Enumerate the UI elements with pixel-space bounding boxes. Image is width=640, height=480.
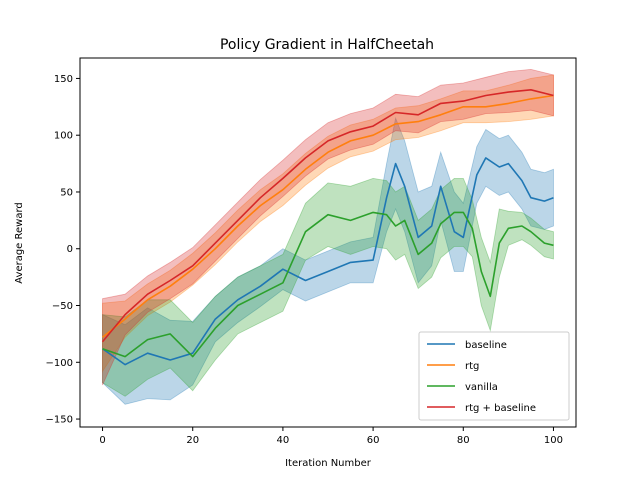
x-tick-label: 40 (277, 435, 290, 446)
axes-frame (79, 57, 577, 428)
legend-label-rtg: rtg (465, 361, 479, 372)
band-vanilla (102, 177, 554, 397)
x-tick-label: 60 (367, 435, 380, 446)
line-vanilla (102, 211, 554, 358)
band-rtg (102, 74, 554, 373)
legend-label-baseline: baseline (465, 340, 507, 351)
x-tick-label: 0 (99, 435, 105, 446)
line-rtg-baseline (101, 89, 554, 343)
band-baseline (102, 116, 554, 405)
x-axis: 0 20 40 60 80 100 (99, 427, 563, 446)
chart-title: Policy Gradient in HalfCheetah (220, 37, 434, 53)
y-tick-label: −50 (52, 301, 73, 312)
x-tick-label: 80 (457, 435, 470, 446)
line-baseline (102, 157, 554, 366)
y-tick-label: 100 (54, 131, 73, 142)
legend-label-vanilla: vanilla (465, 382, 498, 393)
y-axis: −150 −100 −50 0 50 100 150 (46, 74, 80, 426)
line-rtg (101, 94, 554, 338)
y-axis-label: Average Reward (14, 202, 25, 283)
legend-label-rtg-baseline: rtg + baseline (465, 403, 536, 414)
y-tick-label: −100 (46, 358, 73, 369)
band-rtg-baseline (102, 68, 554, 386)
x-axis-label: Iteration Number (285, 458, 372, 469)
series-lines (101, 89, 554, 366)
y-tick-label: 150 (54, 74, 73, 85)
legend: baseline rtg vanilla rtg + baseline (418, 331, 570, 421)
plot-area (101, 68, 554, 405)
y-tick-label: −150 (46, 415, 73, 426)
x-tick-label: 100 (544, 435, 563, 446)
y-tick-label: 0 (67, 244, 73, 255)
legend-box (418, 331, 570, 421)
confidence-bands (102, 68, 554, 405)
y-tick-label: 50 (60, 187, 73, 198)
x-tick-label: 20 (186, 435, 199, 446)
